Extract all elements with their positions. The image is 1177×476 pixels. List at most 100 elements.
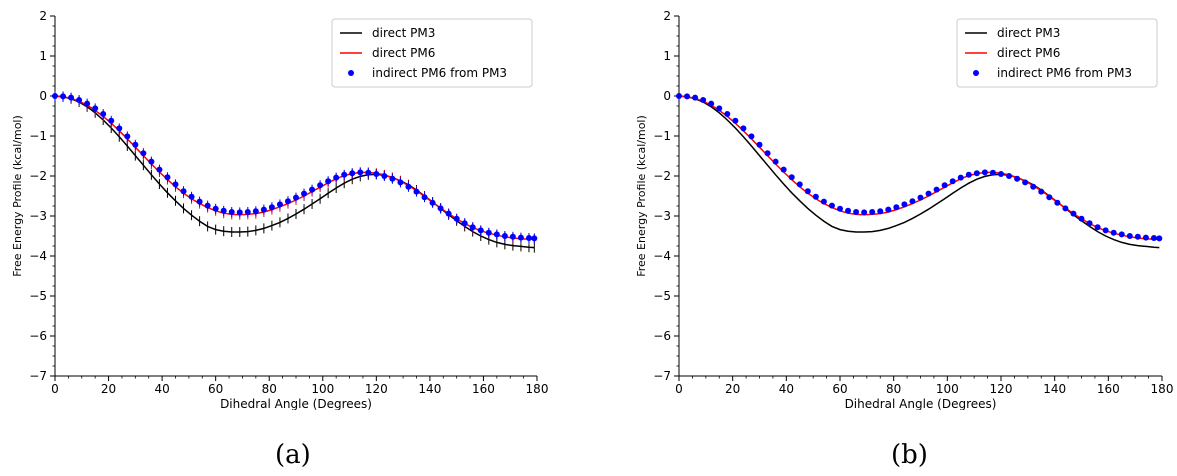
chart0-x-tick-label: 40 — [154, 382, 169, 396]
chart0-series-2-point — [373, 171, 380, 177]
chart1-series-2-point — [1022, 179, 1029, 186]
chart0-series-2-point — [132, 141, 139, 148]
chart1-series-2-point — [837, 205, 843, 212]
chart0-series-2-point — [52, 93, 58, 99]
chart0-y-tick-label: −1 — [29, 129, 47, 143]
chart1-series-2-point — [1142, 234, 1149, 241]
chart0-series-2-point — [437, 205, 444, 212]
chart0-series-2-point — [220, 207, 227, 214]
chart0-series-2-point — [531, 235, 538, 242]
chart0-x-tick-label: 120 — [365, 382, 388, 396]
chart1-series-2-point — [1070, 210, 1077, 217]
chart1-x-tick-label: 100 — [936, 382, 959, 396]
chart0-series-2-point — [172, 181, 179, 188]
chart1-y-tick-label: 1 — [663, 49, 671, 63]
chart0-xlabel: Dihedral Angle (Degrees) — [220, 397, 372, 410]
chart0-series-2-point — [301, 190, 308, 197]
chart0-series-2-point — [429, 199, 436, 206]
chart0-legend-label-1: direct PM6 — [372, 46, 435, 60]
chart0-series-2-point — [196, 198, 203, 205]
chart-b: 0 20 40 60 80 100 120 140 160 180 −7 −6 −5 −4 −3 −2 −1 0 1… — [635, 9, 1173, 410]
chart1-series-2-point — [788, 174, 795, 181]
chart1-series-2-point — [1062, 205, 1069, 212]
chart0-series-2-point — [469, 224, 476, 231]
chart0-series-2-point — [68, 94, 75, 101]
chart1-series-2-point — [692, 94, 699, 101]
chart0-x-tick-label: 180 — [526, 382, 549, 396]
chart1-y-tick-label: −7 — [653, 369, 671, 383]
chart1-x-tick-label: 140 — [1043, 382, 1066, 396]
chart1-y-tick-label: −6 — [653, 329, 671, 343]
chart1-series-2-point — [845, 207, 852, 214]
chart0-series-2-point — [180, 188, 187, 195]
chart1-series-2-point — [1110, 229, 1117, 236]
chart0-series-2-point — [116, 125, 123, 132]
caption-a: (a) — [275, 440, 311, 470]
chart1-series-2-point — [957, 174, 964, 181]
chart1-series-2-point — [724, 111, 731, 117]
chart1-series-2-point — [909, 198, 916, 205]
chart0-series-2-point — [108, 117, 115, 124]
chart1-series-2-point — [716, 105, 723, 112]
chart0-series-2-point — [397, 179, 404, 186]
chart0-x-tick-label: 140 — [418, 382, 441, 396]
chart0-ylabel: Free Energy Profile (kcal/mol) — [11, 115, 24, 277]
chart1-series-2-point — [925, 190, 932, 197]
chart0-series-2-point — [509, 233, 516, 240]
chart1-series-2-point — [820, 198, 827, 205]
chart1-x-tick-label: 40 — [779, 382, 794, 396]
chart0-series-2-point — [164, 174, 171, 181]
chart0-x-tick-label: 20 — [101, 382, 116, 396]
caption-b: (b) — [891, 440, 928, 470]
chart0-series-2-point — [228, 209, 235, 215]
chart0-series-2-point — [405, 183, 412, 190]
chart0-series-2-point — [357, 169, 364, 176]
chart1-series-2-point — [981, 169, 988, 176]
chart1-series-2-point — [893, 204, 900, 211]
chart1-series-2-point — [804, 188, 811, 195]
chart0-y-tick-label: −5 — [29, 289, 47, 303]
chart1-series-2-point — [780, 166, 787, 173]
chart1-series-2-point — [901, 201, 908, 208]
chart0-series-2-point — [525, 235, 532, 241]
chart1-series-2-point — [676, 93, 682, 99]
chart1-y-tick-label: −1 — [653, 129, 671, 143]
chart0-y-tick-label: −3 — [29, 209, 47, 223]
chart1-y-tick-label: −3 — [653, 209, 671, 223]
chart0-y-tick-label: −2 — [29, 169, 47, 183]
chart0-y-tick-label: 0 — [39, 89, 47, 103]
chart1-series-2-point — [1118, 231, 1125, 238]
chart0-series-2-point — [477, 227, 484, 234]
chart1-series-2-point — [756, 141, 763, 148]
chart1-series-1-line — [678, 95, 1160, 240]
chart0-x-tick-label: 80 — [262, 382, 277, 396]
chart1-series-2-point — [853, 209, 860, 215]
chart0-y-tick-label: −4 — [29, 249, 47, 263]
chart0-series-2-point — [309, 186, 316, 193]
chart1-series-2-point — [998, 171, 1004, 177]
chart0-series-2-point — [100, 111, 107, 117]
chart0-series-2-point — [445, 210, 452, 217]
chart0-x-tick-label: 160 — [472, 382, 495, 396]
chart0-series-2-point — [365, 169, 372, 176]
chart0-series-2-point — [461, 220, 468, 227]
chart0-series-2-point — [236, 209, 243, 216]
chart1-series-2-point — [1094, 224, 1101, 231]
chart0-series-2-point — [293, 194, 299, 201]
chart1-series-2-point — [1126, 233, 1133, 239]
chart1-series-2-point — [1014, 175, 1021, 182]
chart1-series-2-point — [877, 208, 884, 215]
chart1-legend-label-0: direct PM3 — [997, 26, 1060, 40]
chart1-series-2-point — [708, 100, 715, 107]
chart1-y-tick-label: 0 — [663, 89, 671, 103]
chart1-xlabel: Dihedral Angle (Degrees) — [845, 397, 997, 410]
chart1-series-2-point — [1030, 183, 1037, 190]
chart0-series-2-point — [389, 175, 396, 182]
chart0-series-2-point — [188, 193, 195, 200]
chart1-legend-swatch-2 — [973, 70, 979, 76]
chart0-series-2-point — [84, 100, 91, 107]
chart0-series-2-point — [76, 97, 83, 103]
chart0-series-2-point — [349, 170, 356, 177]
chart0-series-2-point — [276, 201, 283, 208]
chart0-series-2-point — [333, 174, 340, 181]
